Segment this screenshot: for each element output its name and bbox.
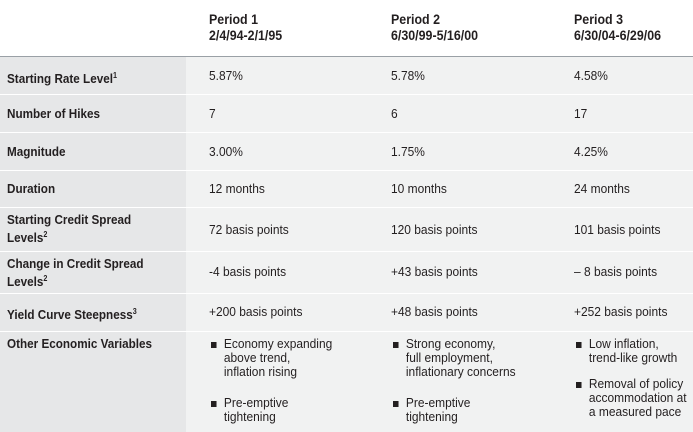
table-cell: 4.25% <box>574 144 608 159</box>
period-2-dates: 6/30/99-5/16/00 <box>391 28 479 43</box>
row-divider <box>0 170 693 171</box>
period-1-header: Period 1 2/4/94-2/1/95 <box>209 12 282 44</box>
table-header: Period 1 2/4/94-2/1/95 Period 2 6/30/99-… <box>0 0 693 57</box>
table-cell: +48 basis points <box>391 304 478 319</box>
table-cell: 5.78% <box>391 68 425 83</box>
period-3-dates: 6/30/04-6/29/06 <box>574 28 662 43</box>
period-1-name: Period 1 <box>209 12 259 27</box>
row-label-starting-credit-spread-levels: Starting Credit Spread Levels2 <box>7 212 132 245</box>
table-cell: +200 basis points <box>209 304 303 319</box>
table-cell: 17 <box>574 106 588 121</box>
period-2-header: Period 2 6/30/99-5/16/00 <box>391 12 478 44</box>
period-3-header: Period 3 6/30/04-6/29/06 <box>574 12 661 44</box>
row-label-yield-curve-steepness: Yield Curve Steepness3 <box>7 307 137 322</box>
row-label-duration: Duration <box>7 181 56 196</box>
bullet-square-icon <box>211 342 217 348</box>
row-divider <box>0 293 693 294</box>
table-cell: 101 basis points <box>574 222 661 237</box>
table-cell: – 8 basis points <box>574 264 658 279</box>
data-column <box>186 57 693 432</box>
row-label-number-of-hikes: Number of Hikes <box>7 106 100 121</box>
table-cell: 1.75% <box>391 144 425 159</box>
table-cell: 72 basis points <box>209 222 289 237</box>
table-cell: +252 basis points <box>574 304 668 319</box>
table-cell: 3.00% <box>209 144 243 159</box>
row-divider <box>0 331 693 332</box>
table-cell: -4 basis points <box>209 264 287 279</box>
table-cell: 6 <box>391 106 398 121</box>
period-2-name: Period 2 <box>391 12 441 27</box>
bullet-square-icon <box>211 401 217 407</box>
row-divider <box>0 207 693 208</box>
header-divider <box>0 56 693 57</box>
bullet-square-icon <box>393 342 399 348</box>
row-divider <box>0 132 693 133</box>
row-label-other-economic-variables: Other Economic Variables <box>7 336 153 351</box>
table-cell: 24 months <box>574 181 630 196</box>
row-divider <box>0 251 693 252</box>
bullet-square-icon <box>576 382 582 388</box>
row-divider <box>0 94 693 95</box>
table-cell: 12 months <box>209 181 265 196</box>
period-3-name: Period 3 <box>574 12 624 27</box>
table-cell: 7 <box>209 106 216 121</box>
label-column <box>0 57 186 432</box>
table-cell: 120 basis points <box>391 222 478 237</box>
table-cell: 4.58% <box>574 68 608 83</box>
table-cell: 10 months <box>391 181 447 196</box>
row-label-magnitude: Magnitude <box>7 144 66 159</box>
bullet-square-icon <box>576 342 582 348</box>
row-label-change-in-credit-spread-levels: Change in Credit Spread Levels2 <box>7 256 144 289</box>
table-cell: +43 basis points <box>391 264 478 279</box>
table-cell: 5.87% <box>209 68 243 83</box>
period-1-dates: 2/4/94-2/1/95 <box>209 28 283 43</box>
bullet-square-icon <box>393 401 399 407</box>
row-label-starting-rate-level: Starting Rate Level1 <box>7 71 117 86</box>
